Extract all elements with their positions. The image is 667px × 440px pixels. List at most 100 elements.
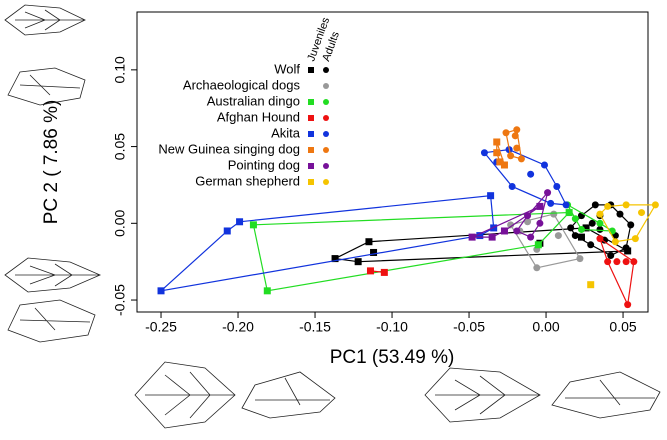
- juvenile-point: [331, 255, 339, 263]
- juvenile-point: [488, 233, 496, 241]
- juvenile-point: [493, 149, 501, 157]
- x-tick-label: -0.10: [376, 319, 408, 335]
- adult-point: [616, 210, 624, 218]
- legend-marker: [308, 147, 314, 153]
- legend-marker: [323, 115, 329, 121]
- adult-point: [547, 199, 555, 207]
- group-hull: [569, 204, 632, 257]
- x-axis-label: PC1 (53.49 %): [330, 347, 455, 368]
- group-hull: [509, 213, 581, 269]
- adult-point: [480, 149, 488, 157]
- adult-point: [587, 241, 595, 249]
- juvenile-point: [380, 268, 388, 276]
- legend-label: Pointing dog: [228, 157, 300, 172]
- adult-point: [513, 227, 521, 235]
- adult-point: [596, 225, 604, 233]
- adult-point: [553, 182, 561, 190]
- y-axis-label: PC 2 ( 7.86 %): [41, 100, 62, 225]
- adult-point: [604, 258, 612, 266]
- legend-marker: [308, 67, 314, 73]
- juvenile-point: [493, 138, 501, 146]
- adult-point: [651, 201, 659, 209]
- legend-marker: [308, 163, 314, 169]
- juvenile-point: [366, 267, 374, 275]
- adult-point: [544, 189, 552, 197]
- legend-marker: [323, 83, 329, 89]
- adult-point: [508, 182, 516, 190]
- adult-point: [622, 244, 630, 252]
- juvenile-point: [263, 287, 271, 295]
- legend-marker: [323, 99, 329, 105]
- x-tick-label: 0.05: [609, 319, 636, 335]
- adult-point: [627, 221, 635, 229]
- y-tick-label: -0.05: [112, 284, 128, 316]
- legend-label: Archaeological dogs: [183, 77, 301, 92]
- adult-point: [591, 201, 599, 209]
- adult-point: [630, 258, 638, 266]
- y-tick-label: 0.00: [112, 209, 128, 236]
- legend-marker: [323, 131, 329, 137]
- adult-point: [513, 126, 521, 134]
- skull-drawings: [4, 4, 661, 429]
- juvenile-point: [534, 241, 542, 249]
- adult-point: [517, 155, 525, 163]
- adult-point: [524, 218, 532, 226]
- juvenile-point: [249, 221, 257, 229]
- y-tick-label: 0.10: [112, 56, 128, 83]
- legend-marker: [323, 179, 329, 185]
- adult-point: [550, 210, 558, 218]
- juvenile-point: [354, 258, 362, 266]
- legend-marker: [308, 99, 314, 105]
- adult-point: [576, 255, 584, 263]
- adult-point: [533, 264, 541, 272]
- juvenile-point: [582, 224, 590, 232]
- juvenile-point: [587, 281, 595, 289]
- legend-label: New Guinea singing dog: [158, 141, 300, 156]
- juvenile-point: [157, 287, 165, 295]
- y-tick-label: 0.05: [112, 133, 128, 160]
- adult-point: [588, 219, 596, 227]
- juvenile-point: [500, 161, 508, 169]
- adult-point: [622, 258, 630, 266]
- juvenile-point: [496, 158, 504, 166]
- legend-label: Wolf: [274, 61, 300, 76]
- plot-frame: [136, 11, 649, 313]
- legend-label: German shepherd: [195, 173, 300, 188]
- adult-point: [607, 252, 615, 260]
- group-hull: [159, 195, 495, 292]
- x-tick-label: -0.05: [453, 319, 485, 335]
- adult-point: [631, 235, 639, 243]
- legend-marker: [308, 179, 314, 185]
- legend-marker: [308, 131, 314, 137]
- legend-marker: [323, 67, 329, 73]
- adult-point: [554, 232, 562, 240]
- x-tick-label: -0.25: [145, 319, 177, 335]
- adult-point: [562, 201, 570, 209]
- legend-label: Australian dingo: [207, 93, 300, 108]
- legend-marker: [308, 115, 314, 121]
- legend-marker: [323, 147, 329, 153]
- juvenile-point: [468, 233, 476, 241]
- adult-point: [622, 201, 630, 209]
- group-hull: [483, 149, 568, 206]
- x-tick-label: -0.20: [222, 319, 254, 335]
- adult-point: [507, 221, 515, 229]
- adult-point: [507, 152, 515, 160]
- adult-point: [527, 170, 535, 178]
- legend-label: Afghan Hound: [217, 109, 300, 124]
- adult-point: [577, 225, 585, 233]
- adult-point: [613, 258, 621, 266]
- juvenile-point: [365, 238, 373, 246]
- adult-point: [571, 232, 579, 240]
- adult-point: [624, 301, 632, 309]
- adult-point: [524, 212, 532, 220]
- adult-point: [513, 144, 521, 152]
- juvenile-point: [236, 218, 244, 226]
- juvenile-point: [370, 248, 378, 256]
- adult-point: [596, 219, 604, 227]
- adult-point: [596, 235, 604, 243]
- adult-point: [502, 129, 510, 137]
- adult-point: [536, 219, 544, 227]
- juvenile-point: [476, 232, 484, 240]
